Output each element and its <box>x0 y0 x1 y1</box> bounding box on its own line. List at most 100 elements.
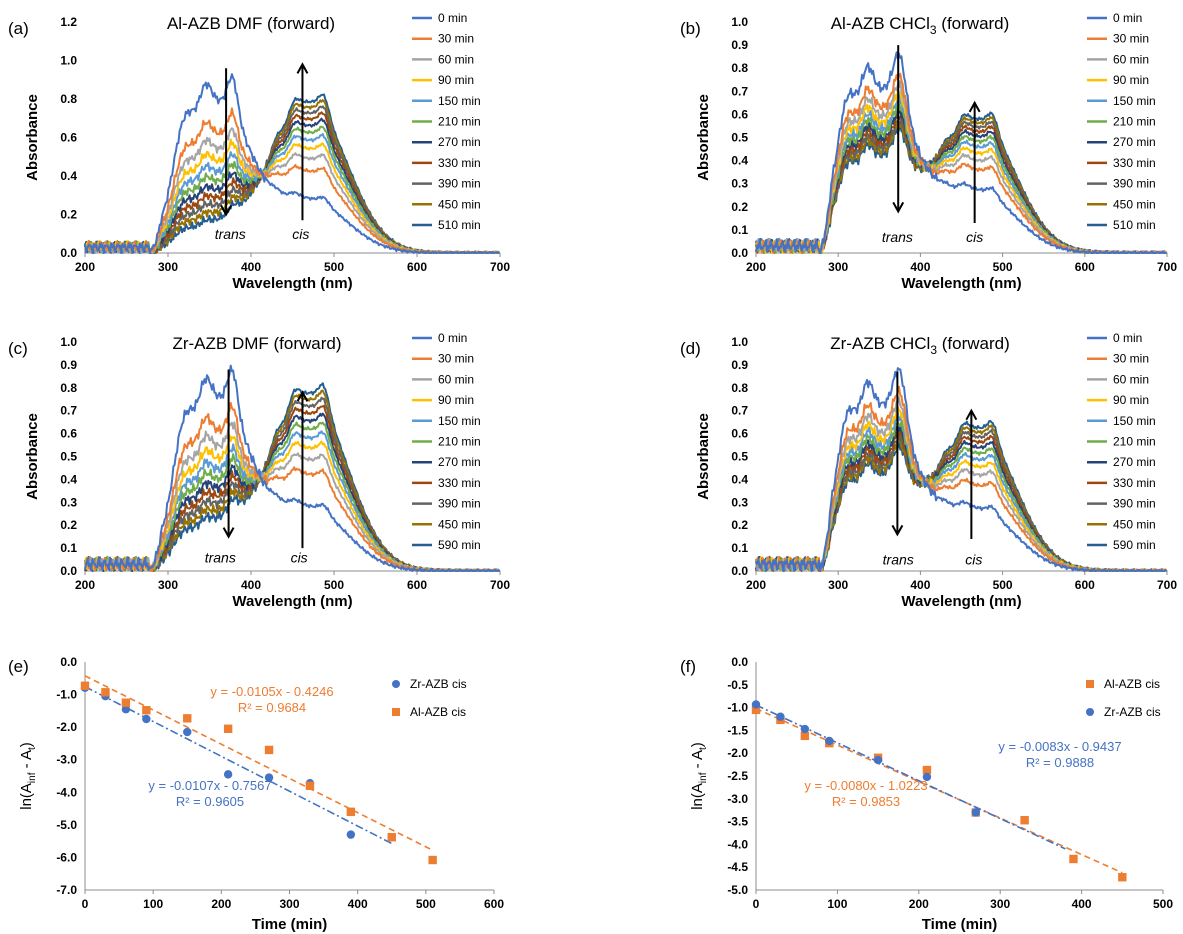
legend-label: 30 min <box>1113 352 1149 366</box>
trendline <box>84 675 434 851</box>
legend-label: 30 min <box>438 352 474 366</box>
x-tick-label: 700 <box>490 260 510 274</box>
y-axis-title: Absorbance <box>695 413 712 500</box>
legend-label: 270 min <box>438 135 481 149</box>
x-tick-label: 400 <box>1072 897 1092 911</box>
data-point <box>1020 816 1029 825</box>
y-tick-label: 0.7 <box>731 84 748 98</box>
x-tick-label: 400 <box>241 260 261 274</box>
cis-label: cis <box>966 229 983 245</box>
x-tick-label: 400 <box>348 897 368 911</box>
trendline-r2: R² = 0.9888 <box>1026 755 1094 770</box>
legend-label: Zr-AZB cis <box>1104 705 1161 719</box>
x-tick-label: 600 <box>1075 260 1095 274</box>
legend-label: 590 min <box>438 538 481 552</box>
legend-label: 0 min <box>1113 331 1142 345</box>
trendline-r2: R² = 0.9853 <box>832 794 900 809</box>
arrow-head <box>222 527 235 539</box>
y-axis-title: Absorbance <box>695 94 712 181</box>
x-tick-label: 300 <box>828 578 848 592</box>
y-tick-label: 0.3 <box>731 177 748 191</box>
y-tick-label: 0.6 <box>60 427 77 441</box>
legend-label: 270 min <box>1113 455 1156 469</box>
y-tick-label: 1.0 <box>60 335 77 349</box>
y-tick-label: -7.0 <box>56 883 77 897</box>
y-tick-label: 0.7 <box>60 404 77 418</box>
data-point <box>223 770 233 779</box>
spectrum-line <box>755 385 1168 572</box>
chart-title: Zr-AZB DMF (forward) <box>172 334 341 353</box>
trendline-equation: y = -0.0083x - 0.9437 <box>998 739 1121 754</box>
y-axis-title-part: - A <box>18 750 35 773</box>
data-point <box>922 765 932 775</box>
y-tick-label: -2.0 <box>727 746 748 760</box>
legend-label: 60 min <box>1113 372 1149 386</box>
y-tick-label: 0.3 <box>731 495 748 509</box>
x-tick-label: 0 <box>753 897 760 911</box>
y-axis-title-part: ) <box>18 742 35 747</box>
y-tick-label: 0.1 <box>731 541 748 555</box>
trendline-equation: y = -0.0080x - 1.0223 <box>804 778 927 793</box>
arrow-head <box>965 408 978 421</box>
legend-label: 390 min <box>438 177 481 191</box>
legend-label: 390 min <box>1113 497 1156 511</box>
data-point <box>428 855 437 865</box>
x-tick-label: 200 <box>746 578 766 592</box>
legend-label: 60 min <box>438 52 474 66</box>
y-tick-label: 0.6 <box>731 107 748 121</box>
y-tick-label: -4.0 <box>56 785 77 799</box>
y-tick-label: 0.9 <box>60 358 77 372</box>
y-tick-label: 0.8 <box>731 381 748 395</box>
x-axis-title: Wavelength (nm) <box>232 275 352 292</box>
chart-title-subscript: 3 <box>930 343 937 357</box>
chart-title-tail: (forward) <box>937 14 1010 33</box>
trans-label: trans <box>215 226 246 242</box>
legend-label: 210 min <box>438 435 481 449</box>
data-point <box>1118 873 1127 882</box>
spectrum-line <box>755 367 1168 572</box>
y-tick-label: 0.2 <box>60 208 77 222</box>
legend-label: 390 min <box>438 497 481 511</box>
y-axis-title: Absorbance <box>24 94 41 181</box>
trans-label: trans <box>882 229 913 245</box>
cis-label: cis <box>965 552 982 568</box>
trans-label: trans <box>205 549 236 565</box>
arrow-head <box>968 100 981 113</box>
legend-label: 270 min <box>1113 135 1156 149</box>
data-point <box>264 745 274 755</box>
panel-c: (c) Zr-AZB DMF (forward) 200 300 400 500 600 70… <box>8 331 510 610</box>
y-tick-label: 0.4 <box>60 169 77 183</box>
y-tick-label: 0.2 <box>731 200 748 214</box>
legend-marker <box>1086 680 1094 688</box>
y-tick-label: -1.0 <box>727 701 748 715</box>
data-point <box>751 705 761 715</box>
x-tick-label: 300 <box>990 897 1010 911</box>
data-point <box>800 731 810 741</box>
y-axis-title-part: t <box>698 747 709 750</box>
y-tick-label: -0.5 <box>727 678 748 692</box>
legend-label: 30 min <box>1113 32 1149 46</box>
data-point <box>80 681 90 690</box>
y-tick-label: 0.0 <box>60 655 77 669</box>
data-point <box>751 700 761 709</box>
data-point <box>305 781 315 790</box>
data-point <box>183 727 192 737</box>
y-tick-label: -2.5 <box>727 769 748 783</box>
y-axis-title: ln(Ainf - At) <box>18 742 38 810</box>
legend-label: 90 min <box>438 73 474 87</box>
data-point <box>387 833 396 842</box>
x-tick-label: 500 <box>324 578 344 592</box>
x-axis-title: Wavelength (nm) <box>901 275 1021 292</box>
x-tick-label: 600 <box>407 578 427 592</box>
y-tick-label: 0.5 <box>60 450 77 464</box>
y-tick-label: 0.8 <box>60 381 77 395</box>
legend-label: 210 min <box>438 115 481 129</box>
y-tick-label: -3.0 <box>727 792 748 806</box>
legend-label: 150 min <box>438 94 481 108</box>
chart-title-tail: (forward) <box>937 334 1010 353</box>
y-tick-label: -1.5 <box>727 723 748 737</box>
data-point <box>264 773 274 782</box>
legend-label: 330 min <box>438 476 481 490</box>
y-tick-label: 0.4 <box>731 472 748 486</box>
x-tick-label: 700 <box>1157 260 1177 274</box>
